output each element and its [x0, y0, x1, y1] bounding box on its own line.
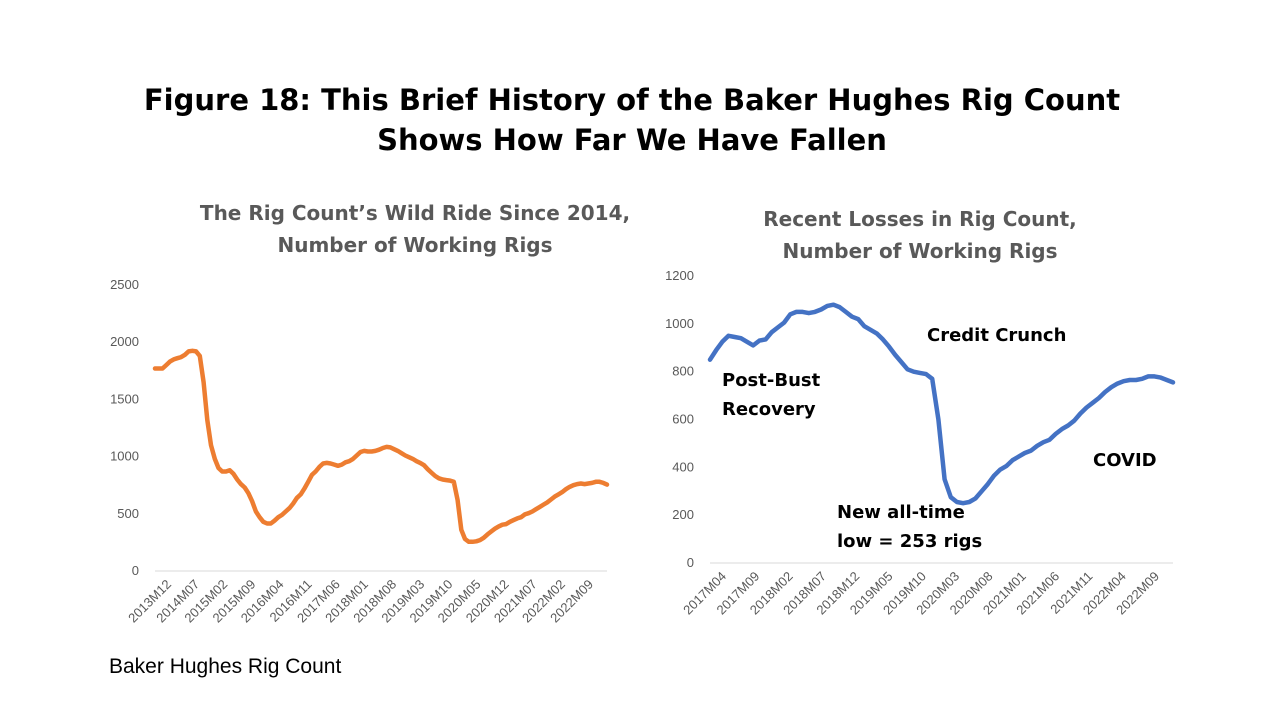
left-y-tick-label: 0: [132, 563, 139, 578]
annotation-label: New all-time: [837, 502, 965, 523]
left-chart-title-line2: Number of Working Rigs: [277, 233, 553, 257]
left-y-tick-label: 2500: [110, 277, 139, 292]
right-y-tick-label: 1200: [665, 268, 694, 283]
left-chart-title: The Rig Count’s Wild Ride Since 2014, Nu…: [180, 197, 650, 261]
annotation-label: low = 253 rigs: [837, 531, 982, 552]
right-y-tick-label: 600: [672, 412, 694, 427]
figure-title-line2: Shows How Far We Have Fallen: [377, 123, 887, 157]
right-chart-title: Recent Losses in Rig Count, Number of Wo…: [730, 203, 1110, 267]
annotation-label: Recovery: [722, 399, 816, 420]
left-y-tick-label: 1500: [110, 391, 139, 406]
right-y-tick-label: 200: [672, 507, 694, 522]
right-series-line: [707, 302, 1176, 506]
annotation-label: COVID: [1093, 450, 1157, 471]
right-chart-title-line1: Recent Losses in Rig Count,: [763, 207, 1077, 231]
left-chart-title-line1: The Rig Count’s Wild Ride Since 2014,: [199, 201, 631, 225]
right-y-tick-label: 1000: [665, 316, 694, 331]
left-series-line: [152, 348, 610, 545]
figure-title-line1: Figure 18: This Brief History of the Bak…: [143, 83, 1121, 117]
annotation-label: Post-Bust: [722, 370, 821, 391]
right-y-tick-label: 400: [672, 459, 694, 474]
annotation-label: Credit Crunch: [927, 325, 1066, 346]
right-y-tick-label: 0: [687, 555, 694, 570]
source-note: Baker Hughes Rig Count: [109, 655, 342, 678]
right-y-tick-label: 800: [672, 364, 694, 379]
right-chart-title-line2: Number of Working Rigs: [782, 239, 1058, 263]
left-y-tick-label: 1000: [110, 449, 139, 464]
figure-title: Figure 18: This Brief History of the Bak…: [0, 80, 1264, 160]
left-y-tick-label: 500: [117, 506, 139, 521]
left-y-tick-label: 2000: [110, 334, 139, 349]
